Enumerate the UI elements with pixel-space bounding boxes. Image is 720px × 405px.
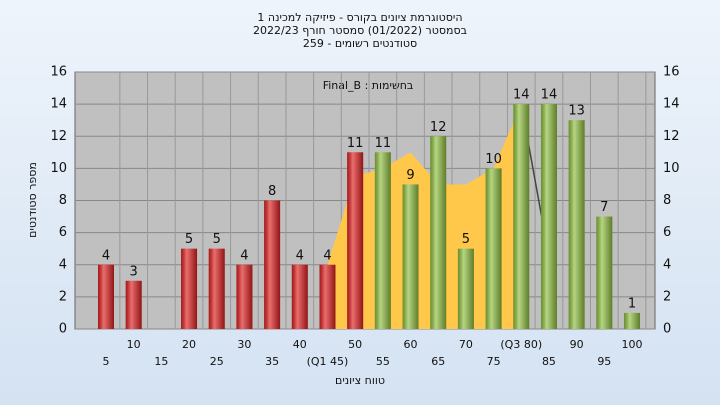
- y-axis-label: מספר סטודנטים: [26, 162, 39, 238]
- value-label: 4: [296, 248, 304, 263]
- y2-tick-label: 12: [663, 129, 680, 144]
- bar-shade: [430, 136, 447, 329]
- y2-tick-label: 4: [663, 257, 671, 272]
- x-tick-label: 75: [487, 355, 501, 368]
- y-tick-label: 8: [59, 193, 67, 208]
- x-tick-label: 5: [103, 355, 110, 368]
- bar-shade: [374, 152, 391, 329]
- value-label: 14: [541, 88, 558, 103]
- value-label: 12: [430, 120, 447, 135]
- value-label: 5: [185, 232, 193, 247]
- value-label: 7: [600, 200, 608, 215]
- bar-shade: [125, 280, 142, 329]
- y2-tick-label: 0: [663, 322, 671, 337]
- x-tick-label: 55: [376, 355, 390, 368]
- value-label: 4: [240, 248, 248, 263]
- x-tick-label: 60: [404, 338, 418, 351]
- x-tick-label: 15: [154, 355, 168, 368]
- value-label: 11: [375, 136, 392, 151]
- x-tick-label: 35: [265, 355, 279, 368]
- value-label: 14: [513, 88, 530, 103]
- y-tick-label: 6: [59, 225, 67, 240]
- y2-tick-label: 10: [663, 161, 680, 176]
- x-tick-label: 65: [431, 355, 445, 368]
- x-tick-label: 100: [622, 338, 643, 351]
- annotation: Final_B : בחשימות: [323, 79, 414, 92]
- x-tick-label: (Q3 80): [500, 338, 542, 351]
- bar-shade: [208, 248, 225, 329]
- bar-shade: [236, 264, 253, 329]
- x-tick-label: 85: [542, 355, 556, 368]
- x-tick-label: 10: [127, 338, 141, 351]
- value-label: 9: [406, 168, 414, 183]
- bar-shade: [568, 120, 585, 329]
- value-label: 4: [102, 248, 110, 263]
- x-tick-label: 95: [597, 355, 611, 368]
- value-label: 1: [628, 296, 636, 311]
- x-tick-label: 70: [459, 338, 473, 351]
- bar-shade: [98, 264, 114, 329]
- value-label: 5: [462, 232, 470, 247]
- x-tick-label: (Q1 45): [307, 355, 349, 368]
- value-label: 10: [485, 152, 502, 167]
- y-tick-label: 2: [59, 289, 67, 304]
- y2-tick-label: 6: [663, 225, 671, 240]
- bar-shade: [402, 184, 419, 329]
- y2-tick-label: 2: [663, 289, 671, 304]
- x-tick-label: 25: [210, 355, 224, 368]
- bar-shade: [624, 312, 640, 329]
- value-label: 5: [213, 232, 221, 247]
- value-label: 4: [323, 248, 331, 263]
- value-label: 11: [347, 136, 364, 151]
- title-line: סטודנטים רשומים - 259: [303, 37, 417, 50]
- bar-shade: [596, 216, 613, 329]
- x-tick-label: 40: [293, 338, 307, 351]
- y-tick-label: 14: [50, 97, 67, 112]
- y2-tick-label: 14: [663, 97, 680, 112]
- title-line: בסמסטר (01/2022) סמסטר חורף 2022/23: [253, 24, 467, 37]
- bar-shade: [540, 104, 557, 329]
- bar-shade: [291, 264, 308, 329]
- value-label: 8: [268, 184, 276, 199]
- value-label: 13: [568, 104, 585, 119]
- bar-shade: [457, 248, 474, 329]
- x-tick-label: 20: [182, 338, 196, 351]
- y-tick-label: 10: [50, 161, 67, 176]
- y-tick-label: 0: [59, 322, 67, 337]
- bar-shade: [485, 168, 502, 329]
- x-tick-label: 50: [348, 338, 362, 351]
- y-tick-label: 12: [50, 129, 67, 144]
- y2-tick-label: 16: [663, 65, 680, 80]
- bar-shade: [264, 200, 281, 329]
- bar-shade: [319, 264, 336, 329]
- y2-tick-label: 8: [663, 193, 671, 208]
- bar-shade: [181, 248, 198, 329]
- y-tick-label: 4: [59, 257, 67, 272]
- x-tick-label: 90: [570, 338, 584, 351]
- value-label: 3: [130, 264, 138, 279]
- bar-shade: [513, 104, 530, 329]
- bar-shade: [347, 152, 364, 329]
- x-tick-label: 30: [237, 338, 251, 351]
- x-axis-label: טווח ציונים: [335, 374, 385, 387]
- title-line: היסטוגרמת ציונים בקורס - פיזיקה למכינה 1: [257, 11, 462, 24]
- y-tick-label: 16: [50, 65, 67, 80]
